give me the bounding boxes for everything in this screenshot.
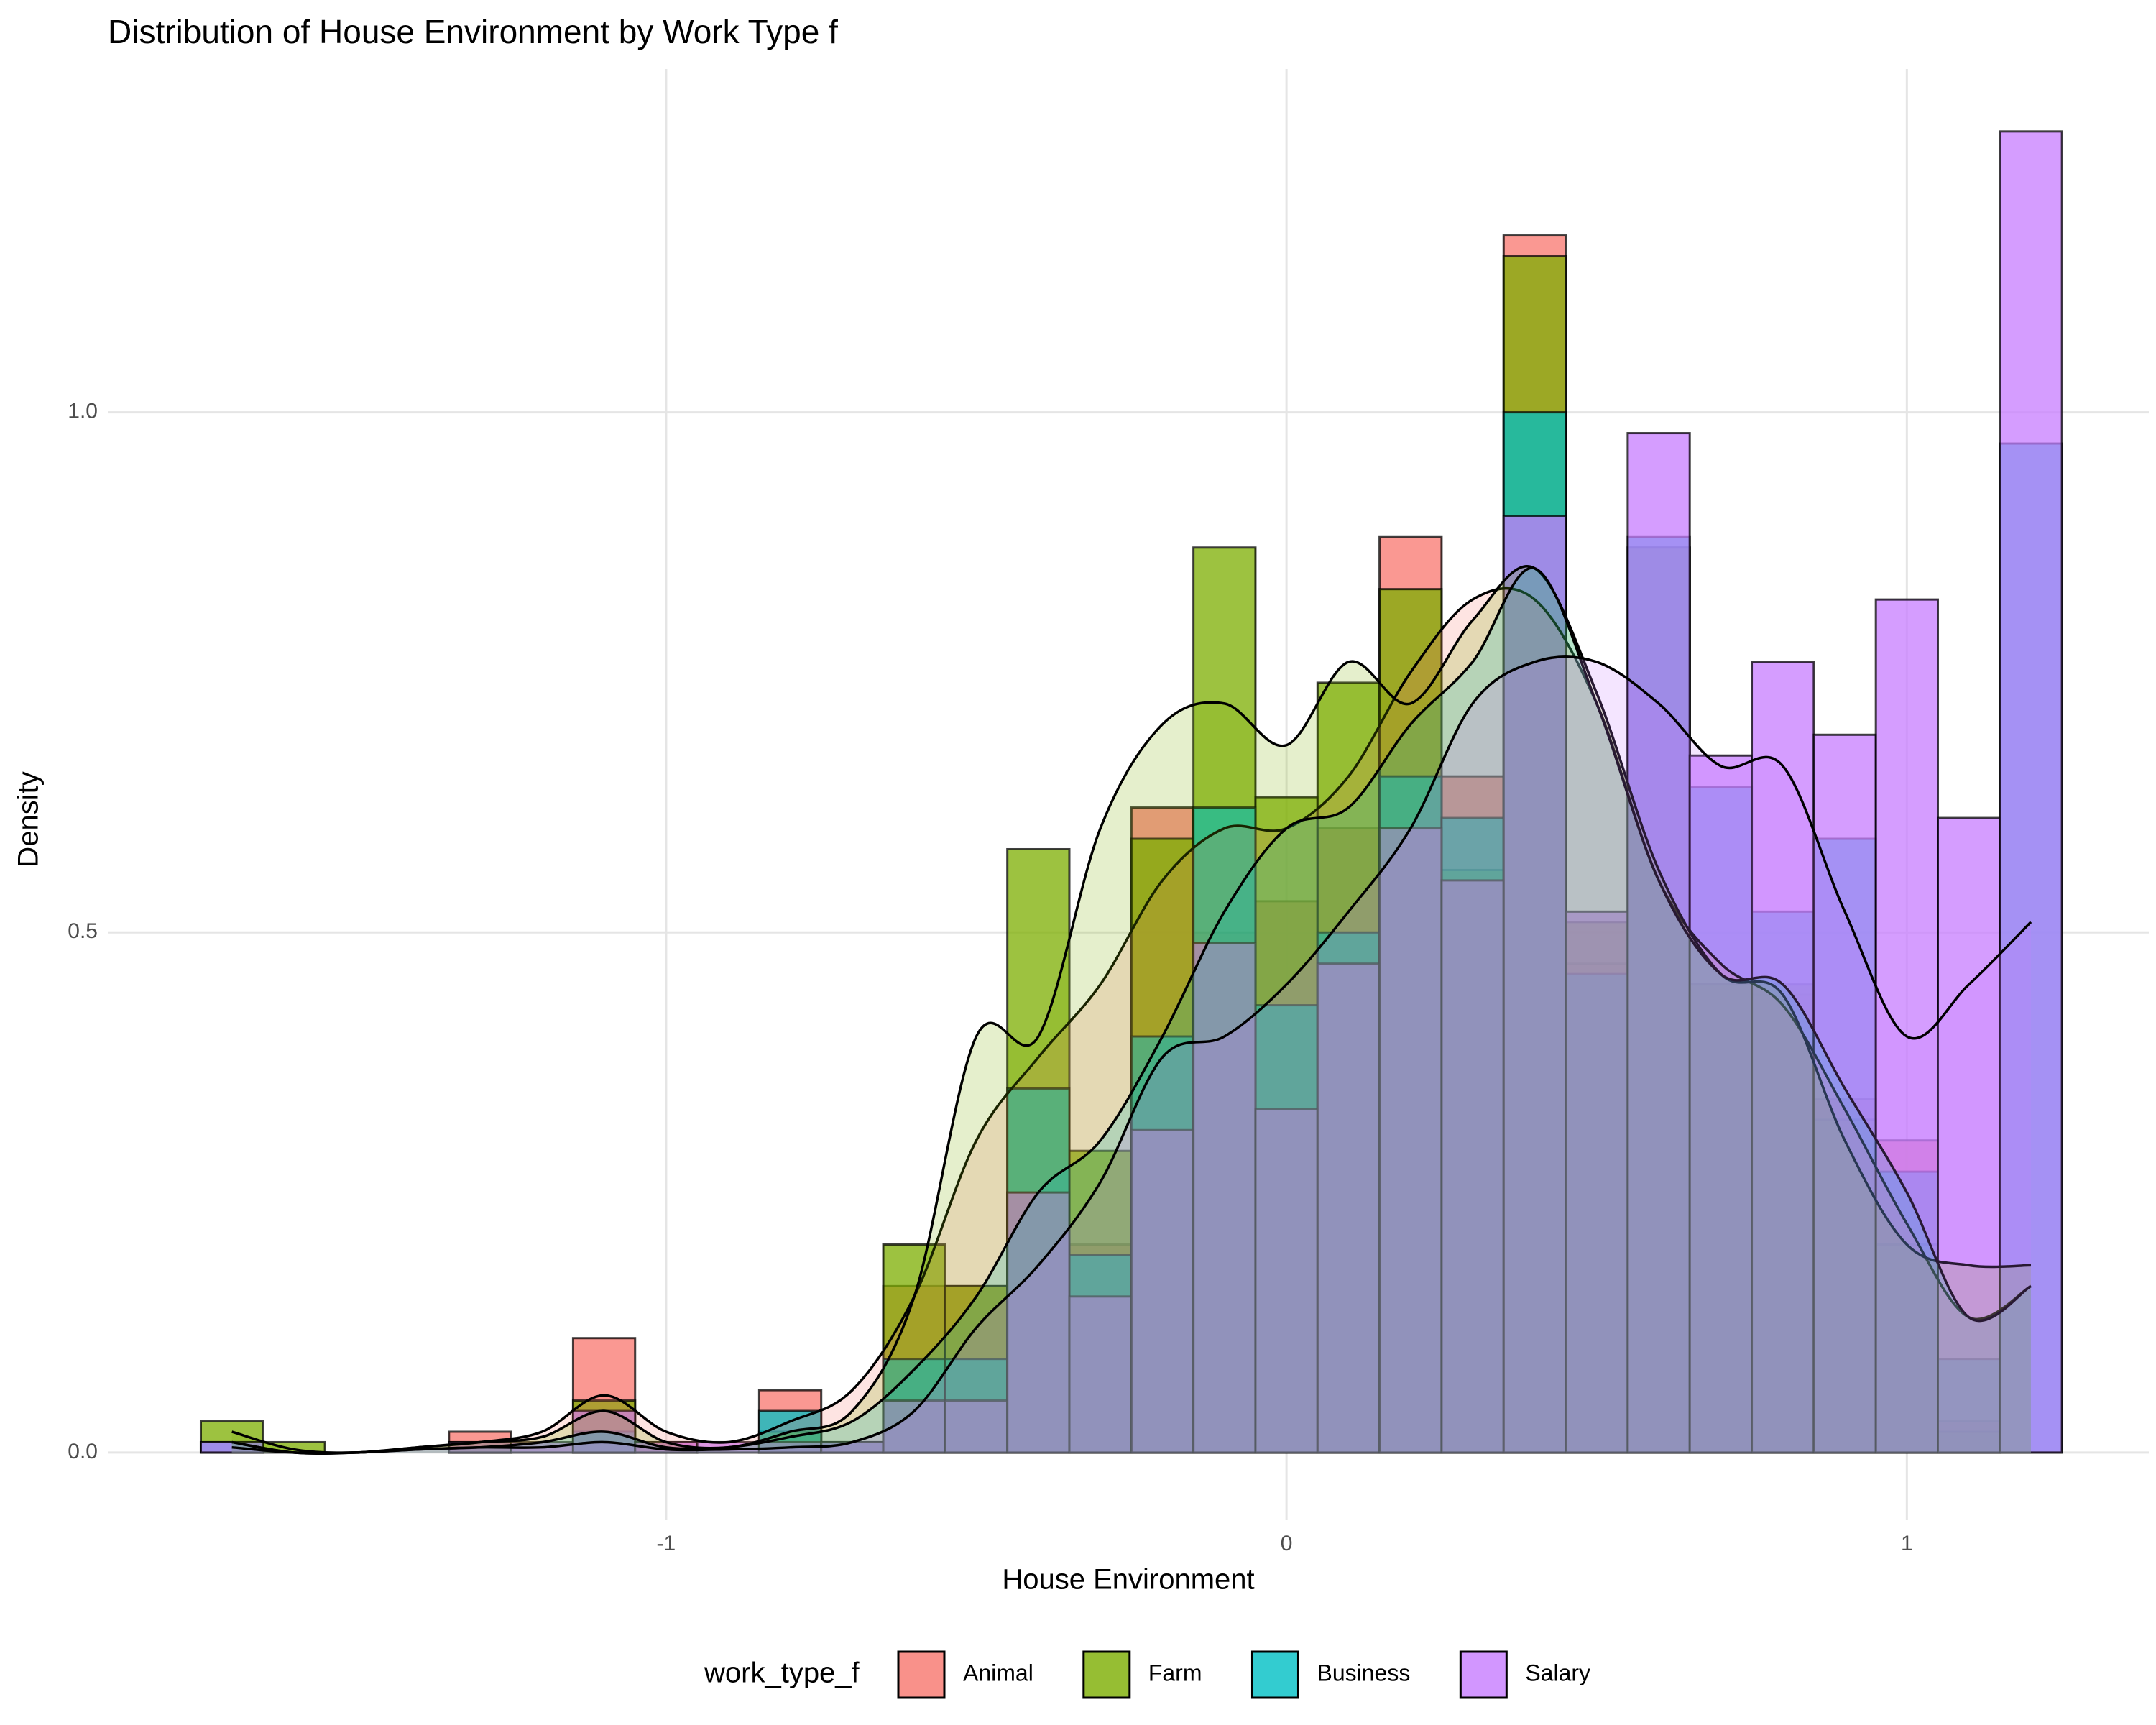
bars xyxy=(199,130,2063,1454)
histogram-bar xyxy=(1937,816,2001,1454)
legend-label: Animal xyxy=(963,1660,1033,1685)
densities xyxy=(231,565,2032,1455)
legend: work_type_f Animal Farm Business Salary xyxy=(704,1650,1590,1699)
density-line xyxy=(231,655,2032,1455)
histogram-bar xyxy=(1565,910,1629,1454)
legend-swatch xyxy=(1082,1650,1131,1699)
y-tick-label: 0.0 xyxy=(68,1440,98,1463)
chart-title: Distribution of House Environment by Wor… xyxy=(108,13,838,50)
legend-swatch xyxy=(897,1650,946,1699)
histogram-bar xyxy=(944,1399,1009,1454)
histogram-bar xyxy=(1068,1295,1133,1454)
x-tick-label: 0 xyxy=(1281,1532,1293,1555)
histogram-bar xyxy=(1874,598,1940,1454)
legend-label: Salary xyxy=(1525,1660,1590,1685)
axes: 0.0 0.5 1.0 -1 0 1 xyxy=(68,400,1912,1555)
y-axis-title: Density xyxy=(13,771,45,867)
histogram-bar xyxy=(1316,962,1381,1454)
density-line xyxy=(231,566,2032,1455)
density-area xyxy=(231,566,2031,1453)
histogram-bar xyxy=(1626,432,1691,1454)
histogram-bar xyxy=(1192,942,1257,1454)
histogram-bar xyxy=(1440,879,1505,1454)
x-tick-label: -1 xyxy=(657,1532,676,1555)
histogram-bar xyxy=(1751,661,1815,1454)
density-area xyxy=(231,588,2031,1454)
histogram-bar xyxy=(1502,515,1567,1454)
y-tick-label: 0.5 xyxy=(68,919,98,943)
legend-swatch xyxy=(1459,1650,1508,1699)
density-area xyxy=(231,568,2031,1454)
density-area xyxy=(231,656,2031,1453)
legend-swatch xyxy=(1250,1650,1299,1699)
y-tick-label: 1.0 xyxy=(68,400,98,423)
legend-title: work_type_f xyxy=(704,1657,860,1689)
histogram-bar xyxy=(1378,827,1443,1454)
legend-label: Farm xyxy=(1148,1660,1202,1685)
histogram-bar xyxy=(1999,130,2063,1454)
x-tick-label: 1 xyxy=(1901,1532,1913,1555)
legend-label: Business xyxy=(1317,1660,1410,1685)
histogram-bar xyxy=(1688,754,1754,1454)
x-axis-title: House Environment xyxy=(1002,1564,1254,1596)
